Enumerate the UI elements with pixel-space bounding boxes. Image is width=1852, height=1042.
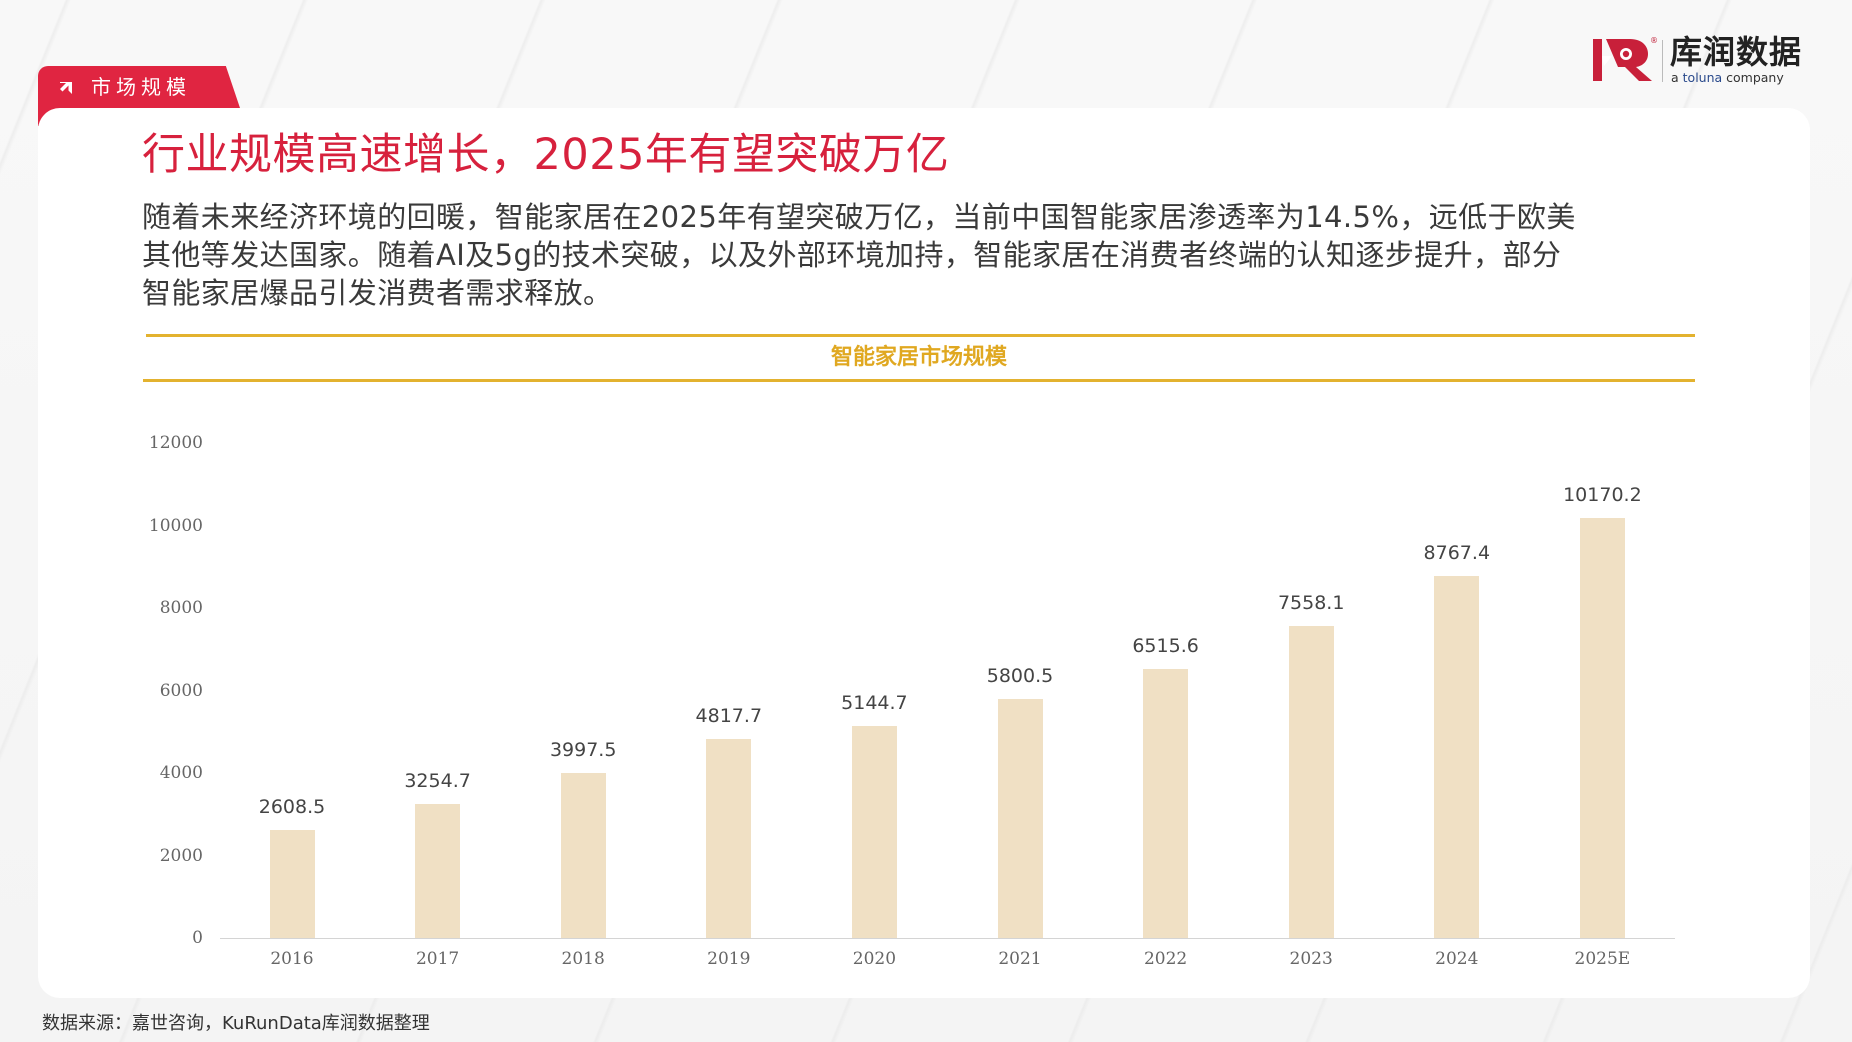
y-tick-label: 12000	[148, 433, 203, 453]
bar-value-label: 7558.1	[1277, 592, 1345, 615]
bar-value-label: 8767.4	[1423, 542, 1491, 565]
kr-logo-mark-icon	[1593, 39, 1652, 81]
paragraph-line: 随着未来经济环境的回暖，智能家居在2025年有望突破万亿，当前中国智能家居渗透率…	[142, 200, 1576, 234]
chart-title: 智能家居市场规模	[830, 345, 1007, 370]
y-tick-label: 4000	[159, 763, 203, 783]
bar-value-label: 5144.7	[841, 691, 908, 714]
bar-2024	[1434, 576, 1480, 938]
bar-value-label: 3997.5	[549, 739, 617, 762]
content-card	[38, 108, 1810, 998]
x-tick-label: 2021	[998, 949, 1042, 969]
paragraph-line: 智能家居爆品引发消费者需求释放。	[142, 276, 613, 310]
x-tick-label: 2023	[1289, 949, 1333, 969]
slide-paragraph: 随着未来经济环境的回暖，智能家居在2025年有望突破万亿，当前中国智能家居渗透率…	[142, 198, 1682, 312]
logo-tagline-brand: toluna	[1682, 70, 1723, 85]
x-tick-label: 2017	[415, 949, 460, 969]
logo-tagline-suffix: company	[1722, 70, 1784, 85]
x-tick-label: 2025E	[1574, 949, 1631, 969]
bar-2020	[851, 725, 897, 938]
bar-value-label: 6515.6	[1132, 635, 1199, 658]
y-tick-label: 6000	[159, 680, 203, 701]
bar-2023	[1288, 626, 1334, 938]
bar-value-label: 3254.7	[404, 769, 471, 792]
x-tick-label: 2018	[561, 949, 605, 969]
bar-2018	[560, 773, 606, 938]
bar-2017	[415, 803, 461, 938]
bar-2016	[269, 830, 315, 938]
section-tab-label: 市场规模	[91, 75, 191, 99]
bar-2019	[706, 739, 752, 938]
logo-tagline: a toluna company	[1671, 71, 1784, 85]
x-tick-label: 2016	[270, 949, 314, 969]
y-tick-label: 0	[192, 928, 203, 948]
data-source-note: 数据来源：嘉世咨询，KuRunData库润数据整理	[42, 1013, 430, 1034]
bar-2022	[1143, 669, 1189, 938]
x-tick-label: 2020	[852, 949, 897, 969]
x-tick-label: 2022	[1143, 949, 1188, 969]
y-tick-label: 2000	[159, 845, 203, 866]
bar-value-label: 10170.2	[1563, 484, 1642, 507]
y-tick-label: 10000	[148, 515, 203, 536]
chart-header-top-rule	[146, 334, 1695, 337]
x-tick-label: 2024	[1435, 949, 1479, 969]
bar-value-label: 4817.7	[695, 705, 763, 728]
registered-mark: ®	[1650, 36, 1658, 45]
logo-tagline-prefix: a	[1671, 70, 1683, 85]
chart-header-bottom-rule	[143, 379, 1695, 382]
logo-divider	[1662, 40, 1663, 82]
bar-2021	[997, 698, 1043, 938]
logo-chinese-name: 库润数据	[1670, 33, 1803, 71]
y-tick-label: 8000	[159, 598, 203, 618]
x-tick-label: 2019	[707, 949, 751, 969]
x-axis-line	[220, 938, 1675, 939]
slide-title: 行业规模高速增长，2025年有望突破万亿	[142, 130, 950, 180]
bar-value-label: 5800.5	[986, 664, 1054, 687]
bar-2025E	[1579, 518, 1625, 938]
company-logo: ® 库润数据 a toluna company	[1592, 33, 1812, 86]
arrow-up-right-icon	[60, 82, 72, 94]
paragraph-line: 其他等发达国家。随着AI及5g的技术突破，以及外部环境加持，智能家居在消费者终端…	[142, 238, 1562, 272]
bar-value-label: 2608.5	[258, 796, 326, 819]
